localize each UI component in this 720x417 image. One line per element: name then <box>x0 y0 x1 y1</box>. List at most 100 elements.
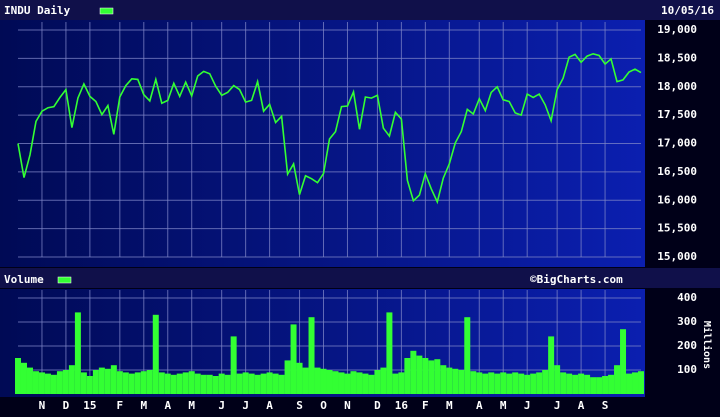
volume-bar <box>332 371 339 394</box>
volume-bar <box>134 372 141 394</box>
volume-bar <box>272 373 279 394</box>
volume-bar <box>15 358 21 394</box>
volume-bar <box>536 372 543 394</box>
x-tick-label: M <box>140 399 147 412</box>
volume-bar <box>542 370 549 394</box>
x-tick-label: S <box>296 399 303 412</box>
x-tick-label: A <box>476 399 483 412</box>
volume-bar <box>452 368 459 394</box>
y-tick-label: 15,500 <box>657 222 697 235</box>
volume-bar <box>290 324 297 394</box>
volume-bar <box>404 358 411 394</box>
volume-bar <box>20 362 27 394</box>
volume-bar <box>464 317 471 394</box>
x-tick-label: 16 <box>395 399 409 412</box>
y-tick-label: 100 <box>677 363 697 376</box>
x-tick-label: O <box>320 399 327 412</box>
x-tick-label: N <box>344 399 351 412</box>
volume-bar <box>218 373 225 394</box>
volume-bar <box>122 372 129 394</box>
x-tick-label: N <box>39 399 46 412</box>
legend-label: Volume <box>4 273 44 286</box>
volume-bar <box>392 373 399 394</box>
volume-bar <box>410 350 417 394</box>
volume-bar <box>98 367 105 394</box>
y-tick-label: 17,500 <box>657 108 697 121</box>
volume-bar <box>302 367 309 394</box>
volume-bar <box>602 376 609 394</box>
volume-bar <box>374 370 381 394</box>
volume-bar <box>632 372 639 394</box>
volume-bar <box>158 372 165 394</box>
volume-bar <box>56 371 63 394</box>
header-band <box>0 268 720 288</box>
volume-bar <box>416 355 423 394</box>
volume-bar <box>254 374 261 394</box>
volume-bar <box>230 336 237 394</box>
price-line <box>17 52 642 205</box>
volume-bar <box>512 372 519 394</box>
volume-bar <box>386 312 393 394</box>
volume-bar <box>38 372 45 394</box>
volume-bar <box>152 314 159 394</box>
y-tick-label: 18,000 <box>657 80 697 93</box>
volume-bar <box>434 359 441 394</box>
volume-bar <box>236 373 243 394</box>
x-tick-label: S <box>602 399 609 412</box>
volume-bar <box>524 374 531 394</box>
volume-bar <box>566 373 573 394</box>
y-tick-label: 17,000 <box>657 137 697 150</box>
volume-bar <box>398 372 405 394</box>
volume-bar <box>146 370 153 394</box>
volume-bar <box>242 372 249 394</box>
volume-bar <box>626 373 633 394</box>
volume-bar <box>182 372 189 394</box>
volume-bar <box>638 371 644 394</box>
volume-bar <box>284 360 291 394</box>
volume-bar <box>104 368 111 394</box>
volume-bar <box>74 312 81 394</box>
volume-bar <box>572 374 579 394</box>
x-tick-label: M <box>188 399 195 412</box>
volume-bar <box>596 377 603 394</box>
volume-bar <box>200 374 207 394</box>
volume-bar <box>278 374 285 394</box>
volume-bar <box>554 365 561 394</box>
volume-bar <box>560 372 567 394</box>
x-tick-label: J <box>554 399 561 412</box>
volume-bar <box>620 329 627 394</box>
volume-bar <box>470 371 477 394</box>
volume-bar <box>488 372 495 394</box>
volume-bar <box>140 371 147 394</box>
date-label: 10/05/16 <box>661 4 714 17</box>
volume-bar <box>224 374 231 394</box>
volume-bar <box>260 373 267 394</box>
volume-bar <box>50 374 57 394</box>
x-tick-label: F <box>422 399 429 412</box>
volume-bar <box>110 365 117 394</box>
header-band <box>0 0 720 20</box>
volume-bar <box>320 368 327 394</box>
volume-bar <box>326 370 333 394</box>
y-tick-label: 19,000 <box>657 23 697 36</box>
y-axis-label: Millions <box>701 321 713 369</box>
x-tick-label: D <box>374 399 381 412</box>
volume-bar <box>128 373 135 394</box>
volume-bar <box>308 317 315 394</box>
volume-bar <box>500 372 507 394</box>
volume-bar <box>548 336 555 394</box>
volume-bar <box>266 372 273 394</box>
volume-bar <box>188 371 195 394</box>
x-tick-label: A <box>578 399 585 412</box>
volume-bar <box>62 370 69 394</box>
volume-bar <box>428 360 435 394</box>
volume-bar <box>344 373 351 394</box>
y-tick-label: 16,000 <box>657 193 697 206</box>
x-tick-label: F <box>117 399 124 412</box>
volume-bar <box>92 370 99 394</box>
legend-label: INDU Daily <box>4 4 71 17</box>
x-tick-label: M <box>446 399 453 412</box>
volume-bar <box>584 374 591 394</box>
volume-bar <box>164 373 171 394</box>
y-tick-label: 18,500 <box>657 51 697 64</box>
